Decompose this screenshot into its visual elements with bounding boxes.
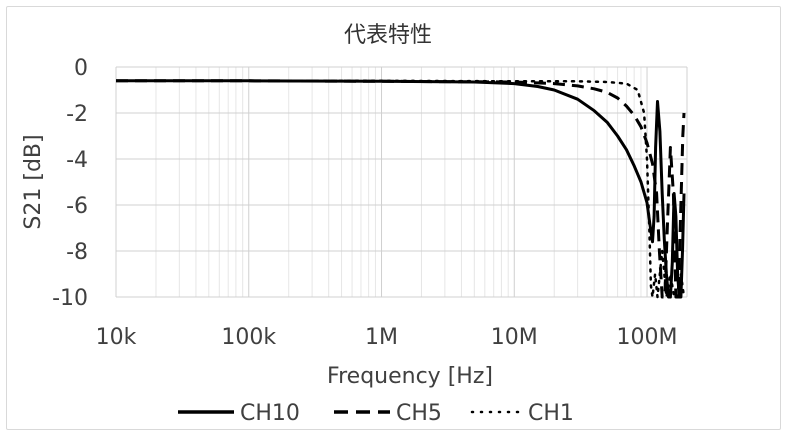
- y-tick-label: 0: [74, 56, 88, 81]
- y-tick-label: -6: [66, 194, 88, 219]
- y-axis-label: S21 [dB]: [21, 134, 46, 229]
- legend-label-ch5: CH5: [396, 401, 442, 426]
- x-tick-label: 100k: [221, 325, 276, 350]
- x-tick-labels: 10k 100k 1M 10M 100M: [96, 325, 678, 350]
- grid: [115, 66, 688, 298]
- plot-lines: [116, 79, 686, 299]
- x-tick-label: 10k: [96, 325, 137, 350]
- y-tick-label: -10: [52, 286, 88, 311]
- legend-label-ch1: CH1: [528, 401, 574, 426]
- x-tick-label: 1M: [365, 325, 398, 350]
- x-tick-label: 10M: [491, 325, 538, 350]
- chart-title: 代表特性: [344, 23, 432, 48]
- legend: CH10 CH5 CH1: [178, 401, 574, 426]
- y-tick-labels: 0 -2 -4 -6 -8 -10: [52, 56, 88, 311]
- x-axis-label: Frequency [Hz]: [327, 364, 493, 389]
- x-tick-label: 100M: [617, 325, 678, 350]
- y-tick-label: -8: [66, 240, 88, 265]
- y-tick-label: -2: [66, 102, 88, 127]
- legend-label-ch10: CH10: [240, 401, 300, 426]
- series-line-ch1: [116, 79, 686, 299]
- y-tick-label: -4: [66, 148, 88, 173]
- chart-frame: [6, 6, 781, 430]
- series-line-ch5: [116, 79, 686, 299]
